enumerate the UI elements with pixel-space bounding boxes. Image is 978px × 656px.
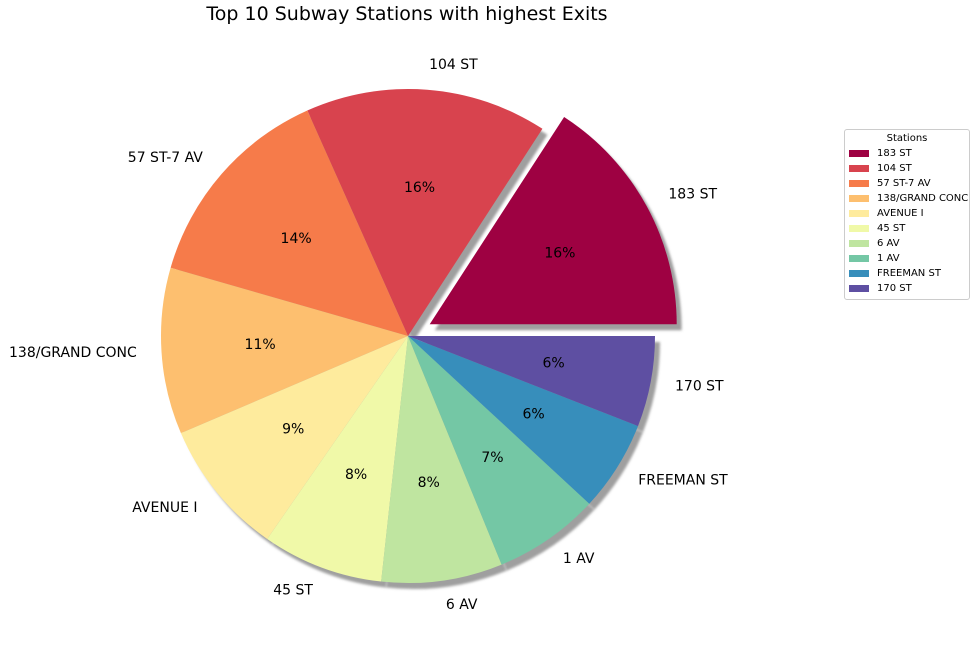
percent-label-freeman-st: 6% [522, 407, 544, 423]
slice-label-183-st: 183 ST [668, 187, 717, 203]
legend-title: Stations [886, 133, 928, 144]
legend-item-104-st: 104 ST [849, 161, 965, 176]
legend-swatch [849, 210, 869, 217]
slice-freeman-st [408, 336, 638, 504]
legend-label: 57 ST-7 AV [877, 178, 931, 189]
legend-swatch [849, 195, 869, 202]
slice-label-1-av: 1 AV [563, 551, 595, 567]
slice-label-138-grand-conc: 138/GRAND CONC [9, 345, 137, 361]
legend-item-6-av: 6 AV [849, 236, 965, 251]
legend-swatch [849, 270, 869, 277]
slice-label-170-st: 170 ST [675, 378, 724, 394]
legend-item-avenue-i: AVENUE I [849, 206, 965, 221]
slice-label-6-av: 6 AV [446, 597, 478, 613]
slice-57-st-7-av [170, 110, 408, 336]
percent-label-183-st: 16% [544, 246, 575, 262]
pie-labels: 16% 183 ST 16% 104 ST 14% 57 ST-7 AV 11% 138/GR… [9, 57, 728, 613]
legend-item-1-av: 1 AV [849, 251, 965, 266]
slice-183-st [429, 116, 677, 325]
slice-avenue-i [180, 336, 408, 539]
percent-label-138-grand-conc: 11% [245, 337, 276, 353]
slice-170-st [408, 336, 655, 427]
chart-title: Top 10 Subway Stations with highest Exit… [206, 3, 608, 25]
legend-label: 138/GRAND CONC [877, 193, 969, 204]
slice-label-45-st: 45 ST [273, 583, 313, 599]
percent-label-170-st: 6% [542, 356, 564, 372]
legend-items: 183 ST 104 ST 57 ST-7 AV 138/GRAND CONC AVEN… [849, 146, 969, 296]
legend-label: 1 AV [877, 253, 900, 264]
legend-swatch [849, 240, 869, 247]
slice-1-av [408, 336, 590, 565]
slice-label-57-st-7-av: 57 ST-7 AV [128, 150, 204, 166]
legend-swatch [849, 180, 869, 187]
pie-slices [161, 89, 677, 583]
slice-138-grand-conc [161, 267, 408, 434]
legend-swatch [849, 165, 869, 172]
percent-label-avenue-i: 9% [282, 422, 304, 438]
legend-label: 183 ST [877, 148, 912, 159]
percent-label-45-st: 8% [345, 467, 367, 483]
legend-item-freeman-st: FREEMAN ST [849, 266, 965, 281]
legend-label: FREEMAN ST [877, 268, 941, 279]
percent-label-57-st-7-av: 14% [281, 231, 312, 247]
legend-item-183-st: 183 ST [849, 146, 965, 161]
legend-swatch [849, 255, 869, 262]
percent-label-104-st: 16% [404, 180, 435, 196]
slice-104-st [307, 89, 543, 336]
legend-swatch [849, 225, 869, 232]
legend-swatch [849, 150, 869, 157]
legend-item-45-st: 45 ST [849, 221, 965, 236]
legend-item-170-st: 170 ST [849, 281, 965, 296]
slice-6-av [381, 336, 502, 583]
legend-item-138-grand-conc: 138/GRAND CONC [849, 191, 969, 206]
legend-label: 170 ST [877, 283, 912, 294]
legend: Stations 183 ST 104 ST 57 ST-7 AV 138/GRAND… [844, 129, 970, 300]
percent-label-1-av: 7% [481, 450, 503, 466]
legend-label: AVENUE I [877, 208, 924, 219]
slice-label-freeman-st: FREEMAN ST [638, 472, 728, 488]
legend-swatch [849, 285, 869, 292]
percent-label-6-av: 8% [418, 475, 440, 491]
legend-label: 104 ST [877, 163, 912, 174]
slice-label-104-st: 104 ST [429, 57, 478, 73]
slice-45-st [267, 336, 408, 582]
legend-item-57-st-7-av: 57 ST-7 AV [849, 176, 965, 191]
legend-label: 6 AV [877, 238, 900, 249]
slice-label-avenue-i: AVENUE I [132, 500, 197, 516]
legend-label: 45 ST [877, 223, 906, 234]
